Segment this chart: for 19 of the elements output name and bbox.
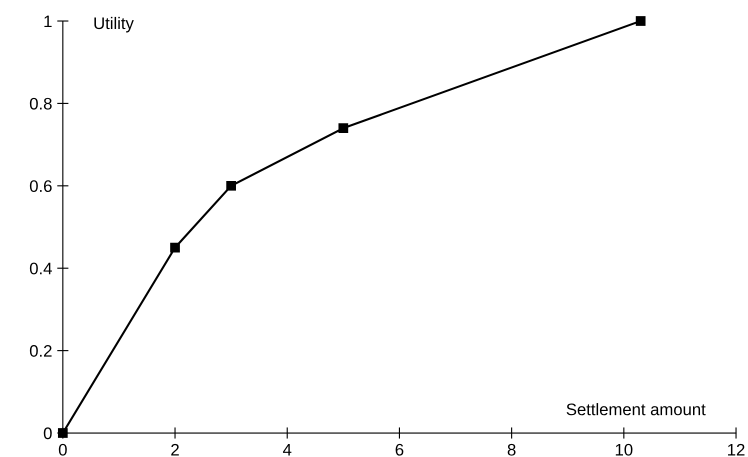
y-tick-label: 0.8 bbox=[30, 98, 52, 110]
point bbox=[338, 123, 348, 133]
y-tick-label: 0.4 bbox=[30, 262, 52, 274]
y-axis-title: Utility bbox=[94, 16, 134, 32]
y-tick-label: 0.6 bbox=[30, 180, 52, 192]
y-tick-label: 1 bbox=[44, 16, 52, 28]
point bbox=[636, 16, 646, 26]
x-tick-label: 12 bbox=[728, 444, 744, 456]
x-axis-title: Settlement amount bbox=[566, 403, 706, 416]
x-tick-label: 8 bbox=[508, 444, 516, 456]
x-tick-label: 6 bbox=[396, 444, 404, 456]
y-tick-label: 0.2 bbox=[30, 345, 52, 357]
x-tick-label: 4 bbox=[282, 444, 292, 456]
x-tick-label: 0 bbox=[58, 444, 67, 456]
x-tick-label: 2 bbox=[171, 444, 179, 456]
y-tick-label: 0 bbox=[44, 427, 52, 440]
point bbox=[170, 242, 180, 252]
point bbox=[226, 180, 236, 191]
x-tick-label: 10 bbox=[616, 444, 632, 456]
